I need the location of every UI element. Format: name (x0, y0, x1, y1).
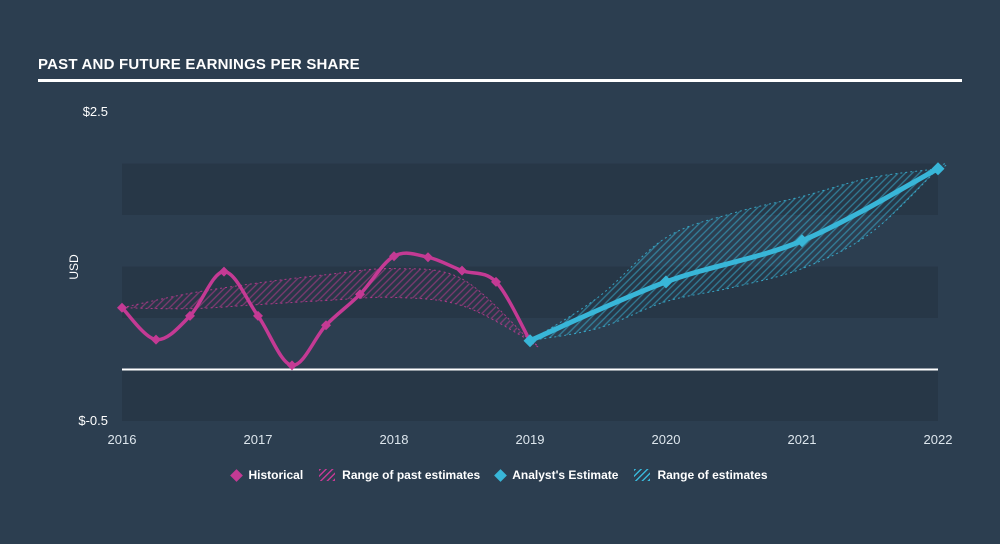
grid-stripes (122, 163, 938, 421)
data-point-diamond-icon (523, 334, 537, 348)
data-point-diamond-icon (491, 276, 501, 287)
data-point-diamond-icon (151, 334, 161, 345)
range-band-shape (121, 268, 539, 348)
x-axis-labels: 2016 2017 2018 2019 2020 2021 2022 (108, 432, 953, 447)
data-point-diamond-icon (321, 320, 331, 331)
data-point-diamond-icon (931, 162, 945, 176)
historical-diamond-icon (230, 468, 244, 482)
analysts-estimate-diamond-icon (494, 468, 508, 482)
legend-label-range-of-estimates: Range of estimates (657, 468, 768, 482)
chart-title: PAST AND FUTURE EARNINGS PER SHARE (38, 56, 360, 73)
data-point-diamond-icon (117, 302, 127, 313)
grid-stripe (122, 369, 938, 421)
title-underline (38, 79, 962, 82)
legend-item-historical[interactable]: Historical (230, 468, 304, 482)
data-point-diamond-icon (185, 310, 195, 321)
x-tick-label: 2021 (788, 432, 817, 447)
data-point-diamond-icon (659, 275, 673, 289)
legend-item-range-of-estimates[interactable]: Range of estimates (634, 468, 768, 482)
data-point-diamond-icon (795, 234, 809, 248)
x-tick-label: 2018 (380, 432, 409, 447)
range-past-estimates-hatch-icon (319, 469, 336, 481)
y-axis-max-label: $2.5 (82, 104, 108, 119)
series-path (527, 166, 941, 344)
x-tick-label: 2017 (244, 432, 273, 447)
x-tick-label: 2022 (924, 432, 953, 447)
data-point-diamond-icon (253, 310, 263, 321)
x-tick-label: 2016 (108, 432, 137, 447)
legend-label-range-past-estimates: Range of past estimates (342, 468, 481, 482)
data-point-diamond-icon (457, 265, 467, 276)
series-estimate-line (523, 162, 945, 348)
data-point-diamond-icon (355, 289, 365, 300)
x-tick-label: 2019 (516, 432, 545, 447)
legend-item-analysts-estimate[interactable]: Analyst's Estimate (494, 468, 619, 482)
data-point-diamond-icon (219, 266, 229, 277)
range-band-historical (121, 268, 539, 348)
x-tick-label: 2020 (652, 432, 681, 447)
legend: Historical Range of past estimates Analy… (0, 468, 1000, 482)
data-point-diamond-icon (423, 252, 433, 263)
legend-item-range-past-estimates[interactable]: Range of past estimates (319, 468, 480, 482)
y-axis-min-label: $-0.5 (78, 413, 108, 428)
data-point-diamond-icon (389, 251, 399, 262)
legend-label-analysts-estimate: Analyst's Estimate (512, 468, 619, 482)
range-of-estimates-hatch-icon (634, 469, 651, 481)
legend-label-historical: Historical (248, 468, 304, 482)
data-point-diamond-icon (287, 360, 297, 371)
